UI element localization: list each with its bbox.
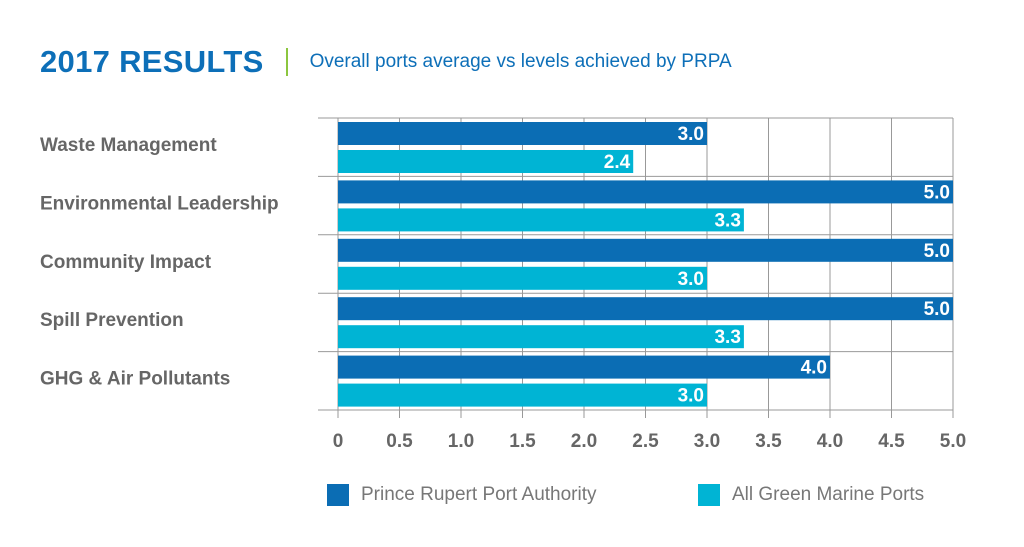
bar-value-label: 4.0	[801, 358, 827, 379]
bar-value-label: 3.0	[678, 386, 704, 407]
x-tick-label: 5.0	[940, 431, 966, 452]
bar-prpa	[338, 297, 953, 321]
category-label: Community Impact	[40, 252, 212, 273]
category-label: Environmental Leadership	[40, 193, 279, 214]
category-label: Spill Prevention	[40, 310, 184, 331]
x-tick-label: 3.0	[694, 431, 720, 452]
bar-green-marine	[338, 266, 707, 290]
bar-value-label: 3.3	[714, 210, 740, 231]
legend-item-green-marine: All Green Marine Ports	[698, 482, 924, 508]
bar-green-marine	[338, 150, 634, 173]
x-tick-label: 4.0	[817, 431, 843, 452]
bar-green-marine	[338, 383, 707, 407]
title-divider	[285, 48, 288, 76]
bar-value-label: 5.0	[924, 299, 950, 320]
page-subtitle: Overall ports average vs levels achieved…	[309, 51, 732, 72]
x-tick-label: 2.5	[632, 431, 659, 452]
header: 2017 RESULTS Overall ports average vs le…	[40, 40, 732, 84]
x-tick-label: 0.5	[386, 431, 413, 452]
category-label: Waste Management	[40, 135, 217, 156]
bar-value-label: 3.3	[714, 327, 740, 348]
bar-value-label: 5.0	[924, 182, 950, 203]
bar-prpa	[338, 122, 707, 145]
x-tick-label: 0	[333, 431, 344, 452]
page-title: 2017 RESULTS	[40, 44, 264, 79]
x-tick-label: 1.5	[509, 431, 536, 452]
legend-swatch-prpa	[327, 484, 349, 506]
category-label: GHG & Air Pollutants	[40, 369, 230, 390]
bar-prpa	[338, 238, 953, 262]
x-tick-label: 1.0	[448, 431, 474, 452]
bar-green-marine	[338, 325, 744, 349]
x-tick-label: 3.5	[755, 431, 782, 452]
bar-value-label: 3.0	[678, 124, 704, 145]
bar-prpa	[338, 180, 953, 204]
legend-label-green-marine: All Green Marine Ports	[732, 484, 925, 505]
legend-item-prpa: Prince Rupert Port Authority	[327, 482, 597, 508]
legend-swatch-green-marine	[698, 484, 720, 506]
bar-value-label: 5.0	[924, 241, 950, 262]
bar-green-marine	[338, 208, 744, 232]
bar-value-label: 3.0	[678, 269, 704, 290]
x-tick-label: 4.5	[878, 431, 905, 452]
x-tick-label: 2.0	[571, 431, 597, 452]
legend-label-prpa: Prince Rupert Port Authority	[361, 484, 597, 505]
bar-prpa	[338, 355, 830, 379]
bar-value-label: 2.4	[604, 152, 631, 173]
